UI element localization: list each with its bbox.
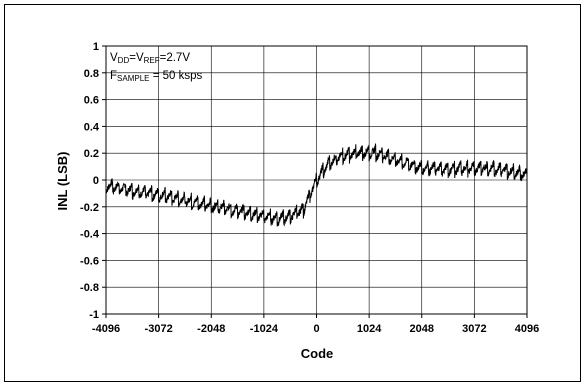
y-tick-label: -1 (89, 309, 99, 321)
y-tick-label: 0.4 (84, 121, 100, 133)
y-tick-label: -0.6 (80, 255, 99, 267)
x-tick-label: -4096 (92, 323, 120, 335)
y-tick-label: 1 (93, 41, 99, 53)
x-tick-label: -3072 (145, 323, 173, 335)
y-tick-label: 0.8 (84, 68, 99, 80)
y-tick-labels: 1 0.8 0.6 0.4 0.2 0 -0.2 -0.4 -0.6 -0.8 -1 (80, 41, 106, 321)
x-tick-label: 0 (313, 323, 319, 335)
y-tick-label: 0.2 (84, 148, 99, 160)
x-tick-label: 1024 (357, 323, 382, 335)
x-tick-label: 4096 (515, 323, 539, 335)
chart-frame (4, 4, 581, 382)
y-axis-label: INL (LSB) (55, 152, 70, 211)
x-tick-label: -1024 (250, 323, 279, 335)
x-tick-labels: -4096 -3072 -2048 -1024 0 1024 2048 3072 4096 (92, 314, 539, 335)
y-tick-label: -0.2 (80, 202, 99, 214)
x-tick-label: -2048 (197, 323, 225, 335)
y-tick-label: 0 (93, 175, 99, 187)
annotation-line2: FSAMPLE = 50 ksps (110, 70, 202, 83)
annotation-line1: VDD=VREF=2.7V (110, 52, 190, 65)
x-tick-label: 3072 (462, 323, 486, 335)
y-tick-label: -0.8 (80, 282, 99, 294)
inl-series-line (105, 142, 528, 227)
y-tick-label: -0.4 (80, 229, 100, 241)
x-axis-label: Code (301, 346, 334, 361)
y-tick-label: 0.6 (84, 95, 99, 107)
x-tick-label: 2048 (410, 323, 434, 335)
